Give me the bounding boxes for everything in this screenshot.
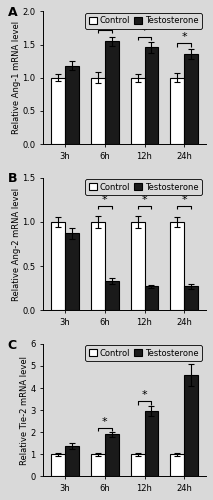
Bar <box>91 454 105 476</box>
Bar <box>184 54 198 144</box>
Text: *: * <box>142 195 147 205</box>
Legend: Control, Testosterone: Control, Testosterone <box>85 346 202 361</box>
Bar <box>91 222 105 310</box>
Bar <box>131 222 144 310</box>
Bar <box>91 78 105 144</box>
Bar <box>144 48 158 144</box>
Bar <box>51 454 65 476</box>
Text: *: * <box>102 417 108 427</box>
Text: *: * <box>142 390 147 400</box>
Text: *: * <box>181 346 187 356</box>
Legend: Control, Testosterone: Control, Testosterone <box>85 179 202 195</box>
Bar <box>65 446 79 476</box>
Text: B: B <box>7 172 17 186</box>
Y-axis label: Relative Tie-2 mRNA level: Relative Tie-2 mRNA level <box>20 356 29 465</box>
Text: *: * <box>181 32 187 42</box>
Bar <box>105 42 119 144</box>
Bar <box>131 78 144 144</box>
Bar <box>170 78 184 144</box>
Text: *: * <box>142 26 147 36</box>
Bar <box>184 286 198 310</box>
Bar <box>144 286 158 310</box>
Bar <box>105 434 119 476</box>
Legend: Control, Testosterone: Control, Testosterone <box>85 13 202 28</box>
Bar <box>105 281 119 310</box>
Bar <box>131 454 144 476</box>
Text: *: * <box>102 19 108 29</box>
Bar <box>51 78 65 144</box>
Text: A: A <box>7 6 17 19</box>
Bar <box>51 222 65 310</box>
Text: C: C <box>7 338 17 351</box>
Bar <box>144 412 158 476</box>
Y-axis label: Relative Ang-1 mRNA level: Relative Ang-1 mRNA level <box>12 21 21 134</box>
Bar <box>170 454 184 476</box>
Bar <box>170 222 184 310</box>
Bar <box>65 234 79 310</box>
Bar <box>65 66 79 144</box>
Text: *: * <box>102 195 108 205</box>
Y-axis label: Relative Ang-2 mRNA level: Relative Ang-2 mRNA level <box>12 188 21 300</box>
Bar <box>184 375 198 476</box>
Text: *: * <box>181 195 187 205</box>
